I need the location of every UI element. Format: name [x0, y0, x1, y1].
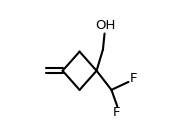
Text: F: F — [113, 106, 121, 119]
Text: F: F — [130, 72, 137, 85]
Text: OH: OH — [95, 18, 115, 32]
